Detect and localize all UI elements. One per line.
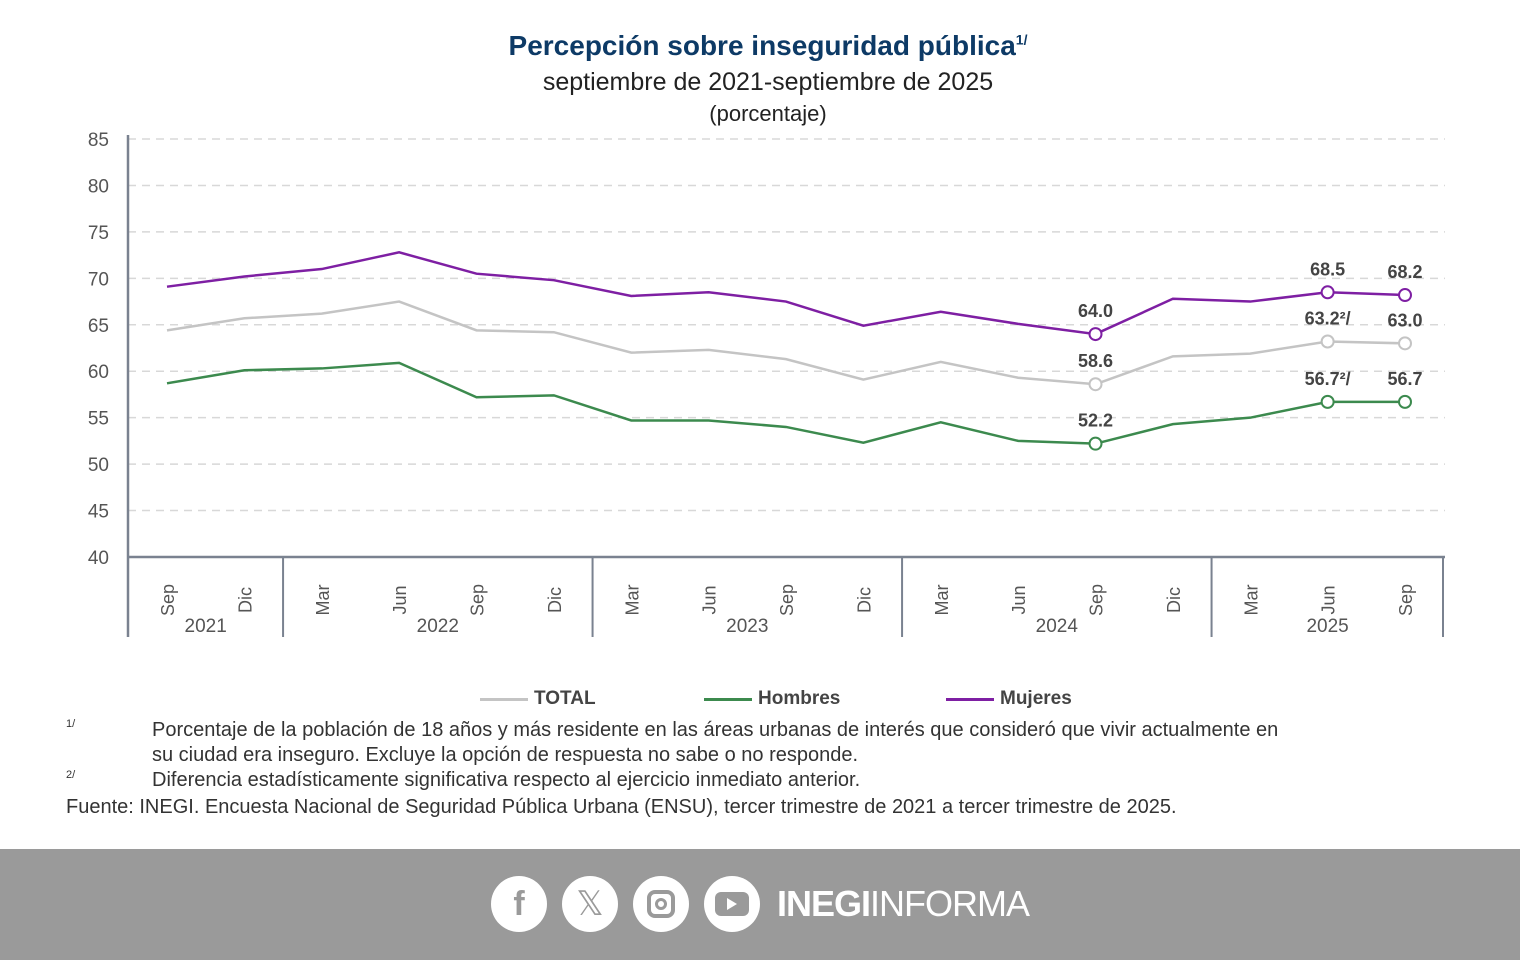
line-chart: 85 80 75 70 65 60 55 50 45 40 Sep Dic Mar Jun Sep Dic Ma… [88,130,1445,637]
x-tick-label: Sep [1396,584,1416,616]
footnote-1-mark: 1/ [66,718,76,730]
data-point [1320,285,1335,300]
data-label: 68.2 [1387,262,1422,282]
instagram-icon[interactable] [633,876,689,932]
x-tick-label: Jun [1009,585,1029,614]
x-tick-label: Jun [1319,585,1339,614]
x-tick-label: Mar [932,584,952,615]
y-tick-label: 65 [88,316,109,337]
year-label: 2025 [1306,616,1348,637]
data-label: 63.2²/ [1305,308,1351,328]
footnote-1: Porcentaje de la población de 18 años y … [152,719,1279,766]
inegi-informa-logo: INEGIINFORMA [777,883,1030,924]
series-line-hombres [166,361,1405,445]
data-label: 63.0 [1387,310,1422,330]
y-tick-label: 80 [88,176,109,197]
data-point [1398,394,1412,409]
x-tick-label: Sep [158,584,178,616]
legend-total: TOTAL [480,688,596,710]
data-point [1088,327,1103,342]
x-tick-label: Jun [700,585,720,614]
chart-title: Percepción sobre inseguridad pública1/ [508,30,1028,61]
y-tick-label: 85 [88,130,109,151]
x-tick-label: Dic [1164,587,1184,613]
data-point [1398,288,1412,303]
x-tick-label: Sep [1087,584,1107,616]
data-point [1088,377,1103,392]
data-label: 64.0 [1078,301,1113,321]
x-tick-label: Mar [1241,584,1261,615]
x-tick-label: Dic [854,587,874,613]
youtube-icon[interactable] [704,876,760,932]
year-label: 2023 [726,616,768,637]
y-tick-label: 60 [88,362,109,383]
data-label: 52.2 [1078,411,1113,431]
data-point [1320,394,1335,409]
data-label: 68.5 [1310,259,1345,279]
data-point [1088,436,1103,451]
legend-mujeres: Mujeres [946,688,1072,710]
chart-subtitle: septiembre de 2021-septiembre de 2025 [542,68,994,96]
facebook-icon[interactable]: f [491,876,547,932]
y-tick-label: 75 [88,223,109,244]
x-tick-label: Sep [777,584,797,616]
footer-bar: f 𝕏 INEGIINFORMA [0,849,1520,960]
y-tick-label: 50 [88,455,109,476]
y-tick-label: 70 [88,269,109,290]
x-tick-label: Dic [235,587,255,613]
legend-hombres: Hombres [704,688,840,710]
series-line-total [166,300,1406,386]
data-label: 58.6 [1078,351,1113,371]
source-note: Fuente: INEGI. Encuesta Nacional de Segu… [66,796,1177,818]
series-line-mujeres [166,251,1406,336]
year-label: 2021 [185,616,227,637]
x-tick-label: Sep [468,584,488,616]
y-tick-label: 55 [88,409,109,430]
x-icon[interactable]: 𝕏 [562,876,618,932]
year-label: 2024 [1036,616,1079,637]
x-tick-label: Mar [313,584,333,615]
x-tick-label: Jun [390,585,410,614]
data-point [1398,336,1412,351]
y-tick-label: 45 [88,502,109,523]
data-point [1320,334,1335,349]
data-label: 56.7 [1387,369,1422,389]
year-label: 2022 [417,616,459,637]
chart-unit: (porcentaje) [709,101,827,126]
footnote-2-mark: 2/ [66,769,76,781]
data-label: 56.7²/ [1305,369,1351,389]
x-tick-label: Dic [545,587,565,613]
x-tick-label: Mar [622,584,642,615]
y-tick-label: 40 [88,548,109,569]
footnote-2: Diferencia estadísticamente significativ… [152,769,861,791]
